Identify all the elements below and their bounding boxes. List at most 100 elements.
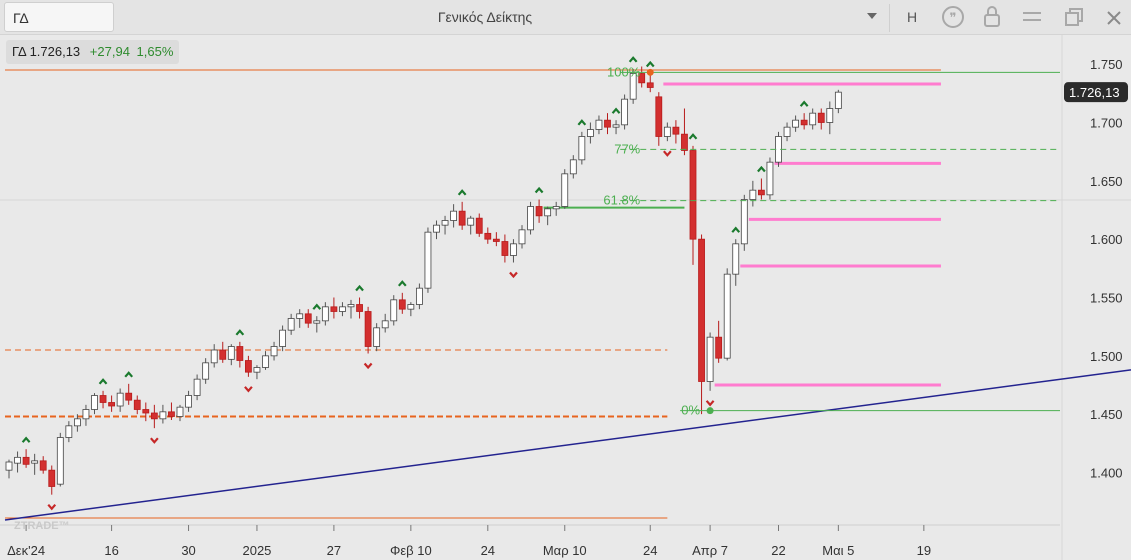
candle-up — [339, 306, 346, 312]
down-marker — [705, 400, 715, 407]
trendline-line[interactable] — [4, 369, 1131, 521]
candle-down — [817, 112, 825, 123]
fib-anchor-high[interactable] — [646, 68, 654, 76]
up-marker — [628, 56, 638, 63]
candle-up — [415, 287, 423, 305]
fib-label-100%: 100% — [607, 64, 641, 79]
x-tick-label: Δεκ'24 — [7, 543, 45, 558]
candle-down — [484, 232, 492, 240]
quote-glyph: ❞ — [942, 6, 964, 28]
candle-down — [646, 82, 654, 88]
horizontal-lines — [5, 69, 941, 519]
x-tick-label: Φεβ 10 — [390, 543, 432, 558]
candle-up — [467, 217, 475, 226]
candle-up — [185, 395, 192, 408]
x-tick-label: Μαι 5 — [822, 543, 854, 558]
toolbar-separator — [889, 4, 890, 32]
candle-down — [125, 392, 133, 401]
up-marker — [235, 329, 245, 336]
candle-up — [14, 456, 21, 464]
fib-label-77%: 77% — [614, 141, 640, 156]
candle-down — [356, 304, 363, 312]
candle-up — [313, 320, 321, 324]
candle-up — [663, 126, 671, 137]
candle-up — [287, 318, 295, 331]
y-tick-label: 1.700 — [1090, 116, 1123, 131]
x-tick-label: 2025 — [242, 543, 271, 558]
candle-up — [569, 159, 577, 175]
up-marker — [799, 100, 809, 107]
x-tick-label: 19 — [917, 543, 931, 558]
quote-last: 1.726,13 — [29, 44, 81, 59]
candle-up — [210, 349, 218, 364]
candle-up — [5, 461, 13, 471]
symbol-input[interactable]: ΓΔ — [4, 2, 114, 32]
candle-up — [706, 336, 714, 382]
candle-up — [450, 210, 458, 221]
up-marker — [312, 303, 322, 310]
quote-symbol: ΓΔ — [12, 44, 26, 59]
y-axis: 1.750 1.700 1.650 1.600 1.550 1.500 1.450 1.400 — [1090, 57, 1123, 480]
candle-down — [689, 150, 697, 240]
y-tick-label: 1.550 — [1090, 291, 1123, 306]
candle-up — [321, 306, 329, 322]
candle-up — [74, 418, 81, 427]
trendline — [4, 369, 1131, 521]
up-marker — [98, 378, 108, 385]
candle-up — [527, 206, 534, 231]
price-chart[interactable]: 100% 77% 61.8% 0% 1.750 1.700 1.650 1.600 1.550… — [0, 35, 1131, 560]
watermark-text: ZTRADE™ — [14, 520, 70, 532]
interval-button[interactable]: H — [906, 9, 918, 25]
candle-down — [364, 311, 372, 347]
candle-up — [91, 395, 98, 410]
down-marker — [150, 437, 159, 444]
grid-lines — [0, 35, 1131, 560]
y-tick-label: 1.650 — [1090, 174, 1123, 189]
candle-up — [578, 136, 586, 161]
candle-down — [236, 346, 244, 361]
candle-down — [681, 133, 688, 151]
lock-icon[interactable] — [978, 5, 1006, 29]
x-tick-label: 24 — [481, 543, 495, 558]
quote-change-pct: 1,65% — [136, 44, 174, 59]
close-icon[interactable] — [1100, 5, 1128, 29]
candle-down — [108, 402, 115, 407]
quote-icon[interactable]: ❞ — [938, 5, 968, 29]
candle-down — [475, 217, 483, 234]
y-tick-label: 1.600 — [1090, 232, 1123, 247]
candle-up — [390, 299, 398, 322]
up-marker — [757, 165, 766, 173]
candle-up — [270, 346, 278, 357]
candle-up — [116, 392, 124, 407]
candlesticks — [5, 66, 842, 495]
up-marker — [534, 186, 544, 194]
candle-up — [253, 367, 261, 373]
swing-markers — [21, 56, 809, 511]
x-tick-label: 16 — [104, 543, 118, 558]
candle-up — [510, 243, 517, 256]
candle-down — [604, 119, 611, 128]
candle-up — [176, 406, 184, 417]
restore-window-icon[interactable] — [1060, 5, 1088, 29]
lock-glyph — [984, 6, 1000, 27]
candle-up — [407, 304, 415, 310]
up-marker — [688, 133, 698, 140]
caret-down-icon[interactable] — [858, 5, 886, 29]
candle-down — [48, 469, 56, 487]
up-marker — [611, 107, 621, 114]
fib-anchor-low[interactable] — [706, 407, 714, 415]
menu-icon[interactable] — [1018, 5, 1046, 29]
down-marker — [244, 386, 253, 393]
candle-down — [655, 96, 663, 137]
restore-glyph — [1065, 8, 1083, 26]
candle-up — [587, 129, 594, 137]
candle-up — [262, 355, 269, 368]
candle-down — [330, 306, 338, 312]
svg-text:❞: ❞ — [950, 10, 957, 25]
up-marker — [21, 436, 31, 443]
candle-down — [99, 395, 107, 403]
up-marker — [355, 284, 364, 292]
title-bar: ΓΔ Γενικός Δείκτης H ❞ — [0, 0, 1131, 35]
x-tick-label: 22 — [771, 543, 785, 558]
candle-up — [732, 243, 740, 275]
